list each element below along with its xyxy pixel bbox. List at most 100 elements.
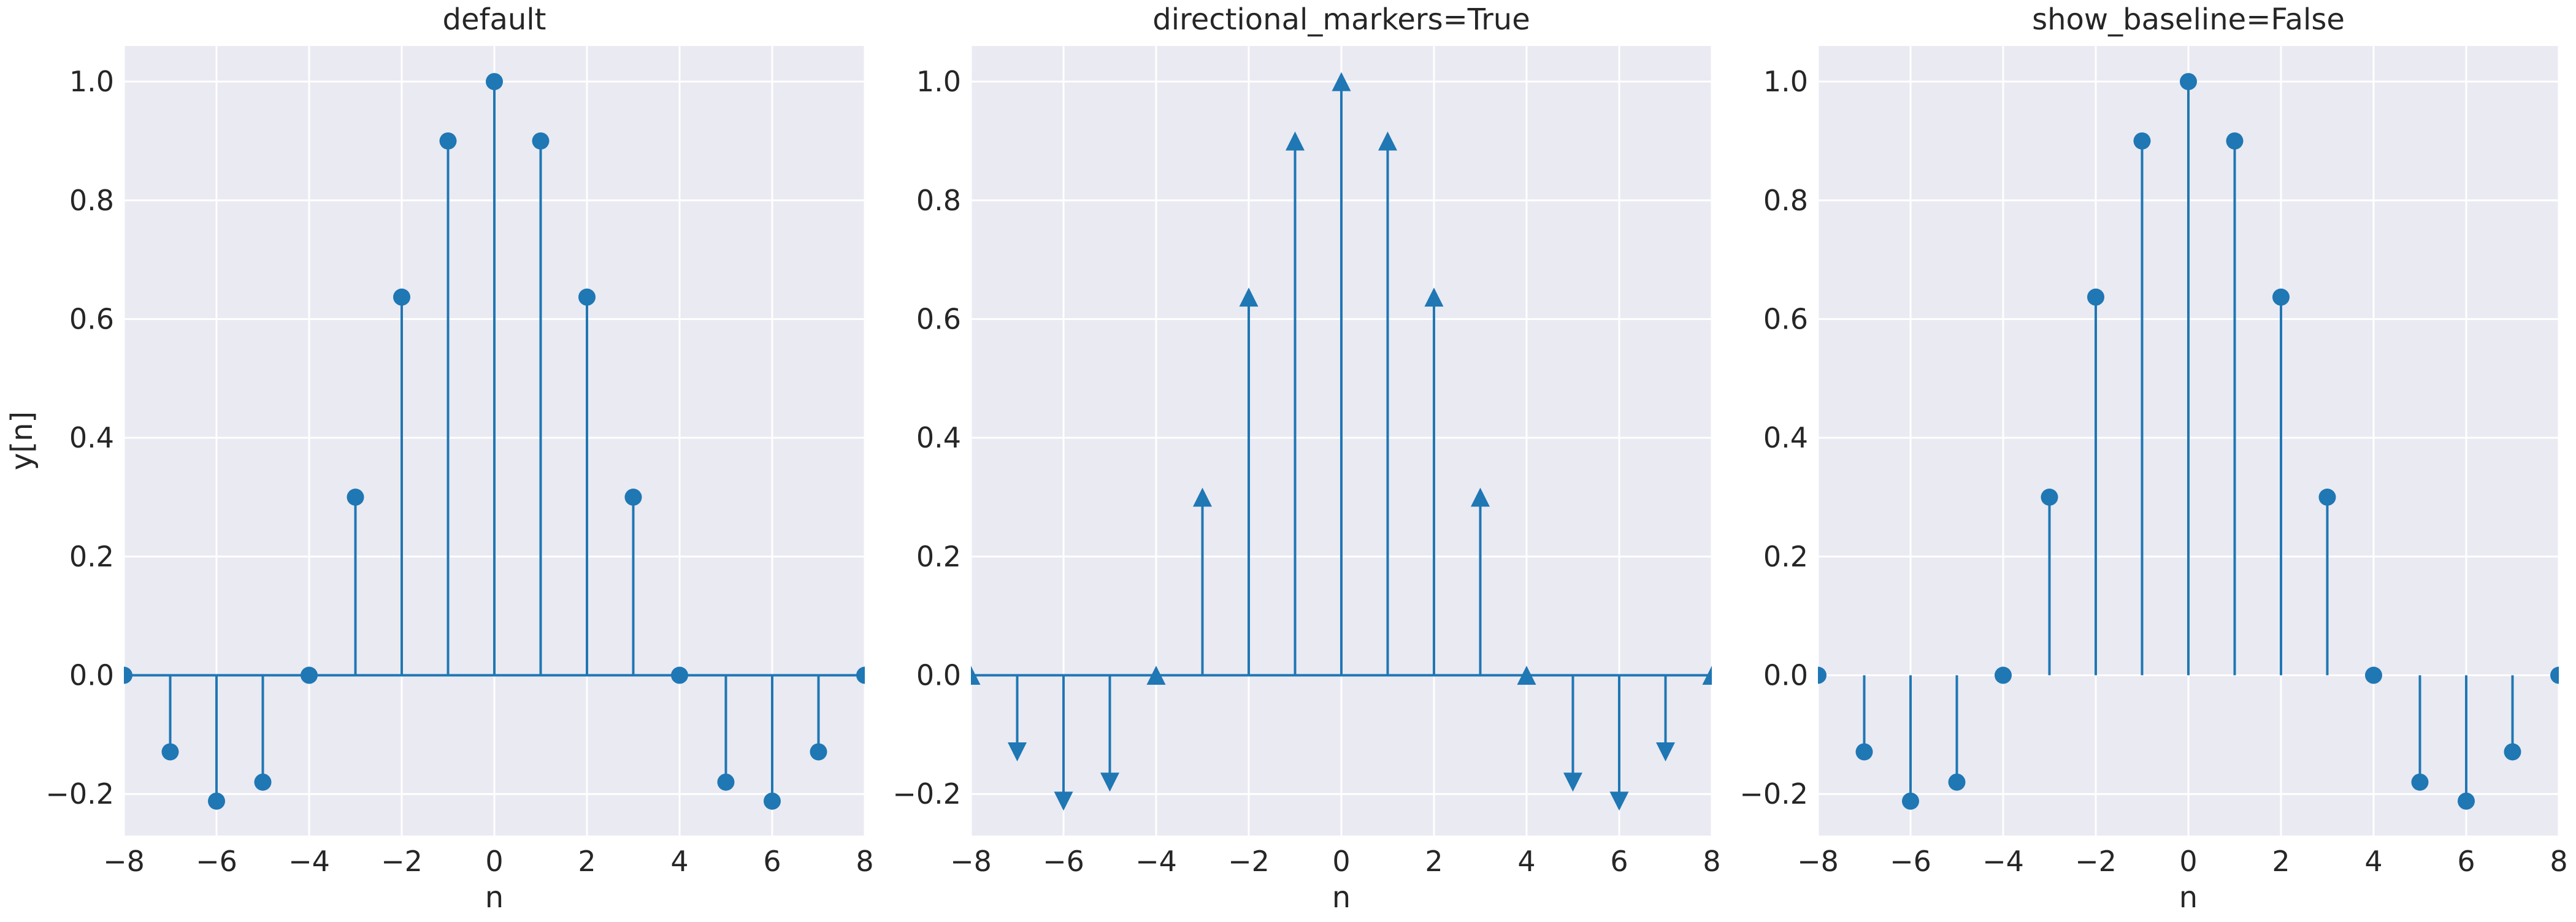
stem-marker xyxy=(1286,131,1305,151)
stem-marker xyxy=(624,489,642,506)
y-tick-label: 0.8 xyxy=(916,184,961,217)
x-tick-label: 6 xyxy=(1610,845,1628,878)
subplot-title: directional_markers=True xyxy=(1152,2,1530,37)
subplot-title: default xyxy=(443,2,546,37)
x-axis-label: n xyxy=(485,880,504,915)
y-tick-label: 0.2 xyxy=(1763,540,1808,573)
y-tick-label: 0.0 xyxy=(69,659,114,692)
x-tick-label: −2 xyxy=(1228,845,1270,878)
stem-marker xyxy=(2550,666,2559,684)
stem-marker xyxy=(1424,288,1444,307)
stem-series xyxy=(124,73,865,810)
stem-marker xyxy=(1855,743,1873,761)
stem-marker xyxy=(1818,666,1827,684)
stem-marker xyxy=(1100,772,1119,792)
subplot-2: −8 −6 −4 −2 0 2 4 6 8 −0.2 0.0 0.2 0.4 0.6 0.8 1.0 show_… xyxy=(1739,2,2567,915)
stem-marker xyxy=(2411,773,2429,791)
x-tick-label: −8 xyxy=(1797,845,1839,878)
stem-marker xyxy=(301,666,318,684)
stem-marker xyxy=(347,489,364,506)
stem-marker xyxy=(717,773,735,791)
x-tick-label: −6 xyxy=(196,845,237,878)
stem-marker xyxy=(1609,791,1629,811)
x-tick-label: 4 xyxy=(2364,845,2382,878)
stem-marker xyxy=(2458,792,2475,810)
y-tick-label: −0.2 xyxy=(892,777,961,810)
stem-marker xyxy=(971,666,981,685)
stem-series xyxy=(1818,73,2559,810)
stem-marker xyxy=(1995,666,2012,684)
y-tick-label: 0.6 xyxy=(1763,302,1808,335)
stem-marker xyxy=(764,792,781,810)
stem-marker xyxy=(1378,131,1397,151)
x-tick-label: 0 xyxy=(485,845,503,878)
subplot-1: −8 −6 −4 −2 0 2 4 6 8 −0.2 0.0 0.2 0.4 0.6 0.8 1.0 direc… xyxy=(892,2,1720,915)
y-tick-label: 0.4 xyxy=(1763,421,1808,454)
stem-marker xyxy=(2365,666,2382,684)
x-tick-label: 4 xyxy=(1517,845,1535,878)
subplot-0: −8 −6 −4 −2 0 2 4 6 8 −0.2 0.0 0.2 0.4 0.6 0.8 1.0 defau… xyxy=(5,2,874,915)
y-tick-label: 0.6 xyxy=(69,302,114,335)
stem-marker xyxy=(1332,72,1351,91)
stem-marker xyxy=(208,792,225,810)
stem-marker xyxy=(810,743,827,761)
stem-marker xyxy=(161,743,179,761)
stem-marker xyxy=(439,132,457,150)
y-tick-label: 1.0 xyxy=(916,65,961,98)
x-tick-label: 6 xyxy=(763,845,781,878)
y-tick-label: 0.8 xyxy=(69,184,114,217)
x-tick-label: −4 xyxy=(1982,845,2024,878)
x-tick-label: 8 xyxy=(1703,845,1720,878)
x-tick-label: −4 xyxy=(288,845,330,878)
y-tick-label: 1.0 xyxy=(1763,65,1808,98)
x-tick-label: 8 xyxy=(2550,845,2567,878)
stem-marker xyxy=(578,288,596,306)
x-tick-label: −6 xyxy=(1043,845,1084,878)
stem-marker xyxy=(254,773,272,791)
stem-marker xyxy=(393,288,410,306)
stem-marker xyxy=(1656,742,1675,761)
y-tick-label: 0.0 xyxy=(1763,659,1808,692)
stem-marker xyxy=(1471,487,1490,507)
stem-marker xyxy=(2272,288,2290,306)
stem-marker xyxy=(124,666,132,684)
y-tick-label: 0.2 xyxy=(916,540,961,573)
x-tick-label: 8 xyxy=(856,845,873,878)
stem-marker xyxy=(1239,288,1259,307)
stem-marker xyxy=(2133,132,2151,150)
x-tick-label: −8 xyxy=(950,845,992,878)
x-tick-label: 4 xyxy=(670,845,688,878)
stem-marker xyxy=(2180,73,2197,91)
x-tick-label: −8 xyxy=(103,845,145,878)
x-tick-label: 6 xyxy=(2457,845,2475,878)
stem-marker xyxy=(486,73,503,91)
stem-marker xyxy=(856,666,865,684)
y-tick-label: 0.4 xyxy=(69,421,114,454)
stem-marker xyxy=(1146,666,1166,685)
x-axis-label: n xyxy=(1332,880,1351,915)
y-tick-label: 0.0 xyxy=(916,659,961,692)
stem-marker xyxy=(532,132,550,150)
x-tick-label: 0 xyxy=(2179,845,2197,878)
stem-marker xyxy=(2318,489,2336,506)
stem-marker xyxy=(1008,742,1027,761)
y-tick-label: −0.2 xyxy=(45,777,114,810)
stem-marker xyxy=(2504,743,2521,761)
stem-marker xyxy=(1702,666,1712,685)
stem-marker xyxy=(1563,772,1582,792)
stem-marker xyxy=(1948,773,1966,791)
stem-series xyxy=(971,72,1712,811)
y-tick-label: 1.0 xyxy=(69,65,114,98)
stem-marker xyxy=(1517,666,1536,685)
x-tick-label: −6 xyxy=(1890,845,1931,878)
stem-marker xyxy=(2087,288,2104,306)
y-tick-label: 0.4 xyxy=(916,421,961,454)
y-tick-label: 0.2 xyxy=(69,540,114,573)
x-tick-label: −2 xyxy=(381,845,423,878)
stem-marker xyxy=(1193,487,1212,507)
x-tick-label: 0 xyxy=(1332,845,1350,878)
stem-marker xyxy=(1902,792,1919,810)
y-axis-label: y[n] xyxy=(5,411,39,470)
x-tick-label: −4 xyxy=(1135,845,1177,878)
